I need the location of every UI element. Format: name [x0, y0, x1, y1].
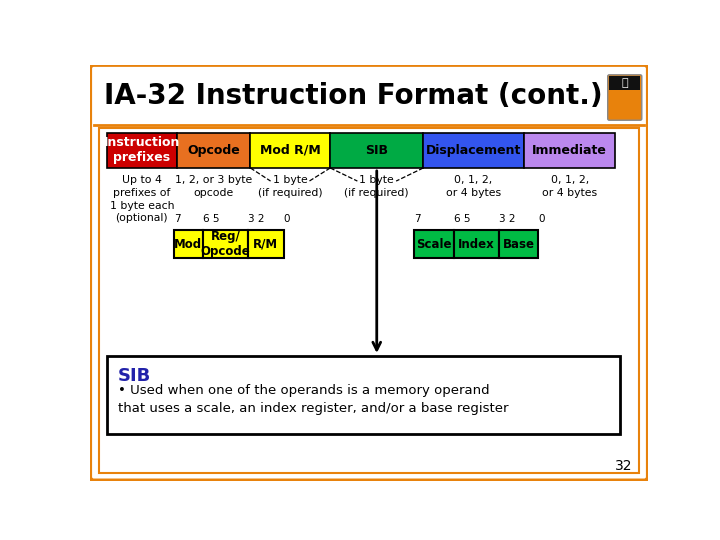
FancyBboxPatch shape	[99, 128, 639, 473]
Bar	[524, 132, 616, 168]
Text: 6 5: 6 5	[454, 214, 471, 224]
Text: Displacement: Displacement	[426, 144, 521, 157]
Text: • Used when one of the operands is a memory operand
that uses a scale, an index : • Used when one of the operands is a mem…	[118, 383, 508, 415]
Text: SIB: SIB	[118, 367, 151, 386]
Text: 7: 7	[174, 214, 180, 224]
Text: IA-32 Instruction Format (cont.): IA-32 Instruction Format (cont.)	[104, 82, 603, 110]
Text: Scale: Scale	[416, 238, 452, 251]
Text: Up to 4
prefixes of
1 byte each
(optional): Up to 4 prefixes of 1 byte each (optiona…	[109, 175, 174, 224]
Text: 32: 32	[615, 459, 632, 473]
FancyBboxPatch shape	[608, 75, 642, 120]
Bar	[203, 231, 248, 258]
Text: Mod R/M: Mod R/M	[260, 144, 320, 157]
Text: Reg/
Opcode: Reg/ Opcode	[201, 230, 251, 258]
Text: 0: 0	[538, 214, 544, 224]
Text: Immediate: Immediate	[532, 144, 607, 157]
Text: 0: 0	[284, 214, 290, 224]
Bar	[330, 132, 423, 168]
Bar	[107, 356, 620, 434]
Bar	[414, 231, 454, 258]
Text: SIB: SIB	[365, 144, 388, 157]
Bar	[423, 132, 524, 168]
Text: 1 byte
(if required): 1 byte (if required)	[258, 175, 323, 198]
Bar	[174, 231, 203, 258]
Text: 1, 2, or 3 byte
opcode: 1, 2, or 3 byte opcode	[175, 175, 252, 198]
Text: 7: 7	[414, 214, 420, 224]
Bar	[248, 231, 284, 258]
Text: Instruction
prefixes: Instruction prefixes	[104, 136, 180, 164]
FancyBboxPatch shape	[90, 65, 648, 481]
Bar	[499, 231, 538, 258]
Text: Mod: Mod	[174, 238, 202, 251]
Text: Opcode: Opcode	[187, 144, 240, 157]
Text: 0, 1, 2,
or 4 bytes: 0, 1, 2, or 4 bytes	[446, 175, 501, 198]
Bar	[251, 132, 330, 168]
Text: 6 5: 6 5	[203, 214, 220, 224]
Text: Index: Index	[459, 238, 495, 251]
Bar	[177, 132, 251, 168]
Text: R/M: R/M	[253, 238, 279, 251]
Text: 3 2: 3 2	[248, 214, 265, 224]
Text: 1 byte
(if required): 1 byte (if required)	[344, 175, 409, 198]
Text: 0, 1, 2,
or 4 bytes: 0, 1, 2, or 4 bytes	[542, 175, 598, 198]
Text: 🏛: 🏛	[621, 78, 628, 88]
Text: 3 2: 3 2	[499, 214, 516, 224]
FancyBboxPatch shape	[609, 76, 640, 90]
Text: Base: Base	[503, 238, 534, 251]
Bar	[454, 231, 499, 258]
Bar	[107, 132, 177, 168]
